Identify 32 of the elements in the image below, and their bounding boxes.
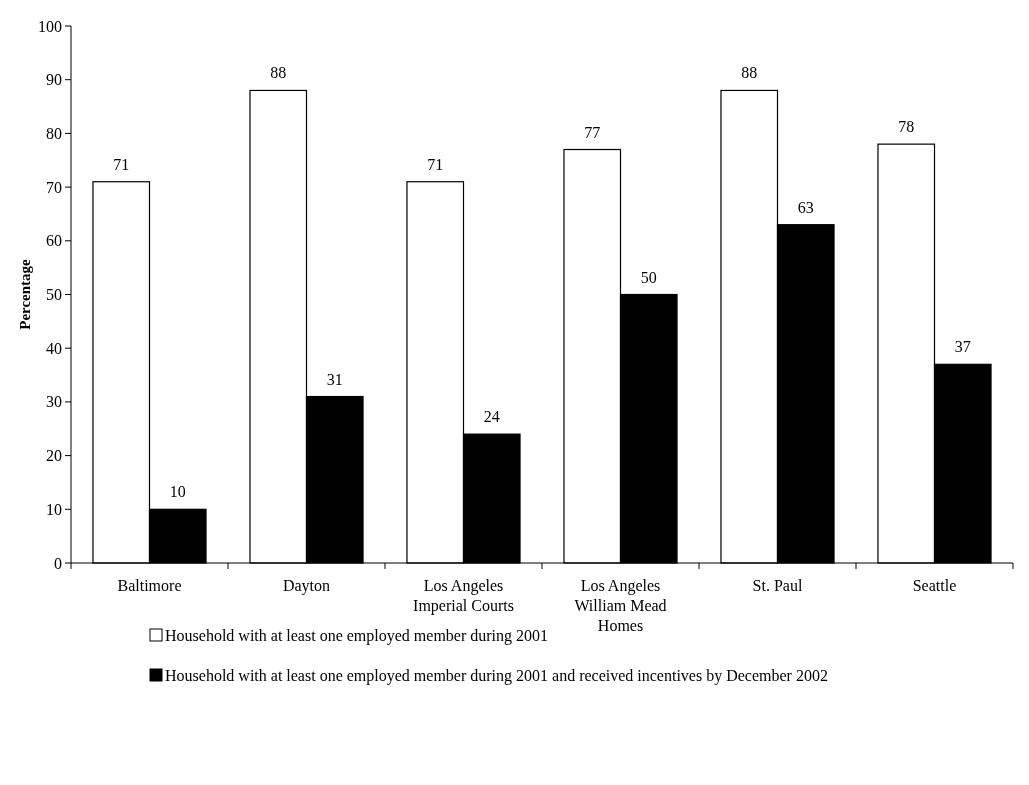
data-label: 37 [954,338,971,356]
data-label: 71 [113,155,130,173]
x-tick-label: Dayton [282,577,331,595]
data-label: 78 [898,118,915,136]
y-tick-label: 30 [46,393,62,411]
x-tick-label: Los Angeles Imperial Courts [413,577,514,615]
data-label: 88 [270,64,287,82]
data-label: 71 [427,155,444,173]
y-tick-label: 80 [46,124,62,142]
data-label: 10 [169,483,186,501]
data-label: 88 [741,64,758,82]
y-tick-label: 20 [46,447,62,465]
y-axis-title: Percentage [17,258,33,330]
y-tick-label: 90 [46,71,62,89]
y-tick-label: 50 [46,286,62,303]
x-tick-label: Baltimore [117,577,182,594]
y-tick-label: 100 [38,17,62,35]
data-label: 24 [483,408,500,426]
y-tick-label: 10 [46,500,62,518]
x-tick-label: Seattle [912,577,957,594]
x-tick-label: Los Angeles William Mead Homes [574,577,667,634]
legend-label: Household with at least one employed member during 2001 [165,627,549,645]
y-tick-label: 40 [46,339,62,357]
x-tick-label: St. Paul [752,577,803,594]
data-label: 63 [797,198,814,216]
y-tick-label: 60 [46,232,62,250]
data-label: 77 [584,123,601,141]
data-label: 31 [326,370,343,388]
y-tick-label: 70 [46,178,62,196]
data-label: 50 [640,268,657,286]
y-tick-label: 0 [54,554,62,572]
legend-label: Household with at least one employed member during 2001 and received incentives by December 2002 [165,667,828,685]
